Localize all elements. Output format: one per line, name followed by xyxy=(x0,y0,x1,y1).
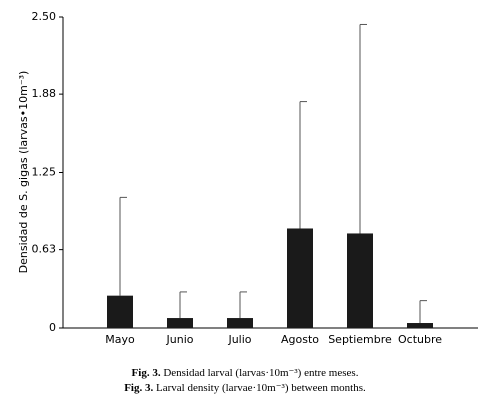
y-tick-label: 0.63 xyxy=(32,243,57,256)
x-tick-label: Mayo xyxy=(105,333,135,346)
x-tick-label: Junio xyxy=(166,333,194,346)
x-tick-label: Julio xyxy=(227,333,251,346)
bar xyxy=(287,228,313,328)
y-tick-label: 2.50 xyxy=(32,10,57,23)
caption-line: Fig. 3. Larval density (larvae·10m⁻³) be… xyxy=(124,382,366,394)
caption-line: Fig. 3. Densidad larval (larvas·10m⁻³) e… xyxy=(132,367,359,379)
bar xyxy=(167,318,193,328)
x-tick-label: Octubre xyxy=(398,333,442,346)
y-axis-label: Densidad de S. gigas (larvas•10m⁻³) xyxy=(17,71,30,274)
y-tick-label: 0 xyxy=(49,321,56,334)
bar xyxy=(407,323,433,328)
caption-label: Fig. 3. xyxy=(124,382,153,394)
x-tick-label: Septiembre xyxy=(328,333,392,346)
caption-text: Larval density (larvae·10m⁻³) between mo… xyxy=(156,382,366,394)
y-tick-label: 1.88 xyxy=(32,87,57,100)
bar xyxy=(227,318,253,328)
x-tick-label: Agosto xyxy=(281,333,319,346)
caption-label: Fig. 3. xyxy=(132,367,161,379)
caption-text: Densidad larval (larvas·10m⁻³) entre mes… xyxy=(163,367,358,379)
y-tick-label: 1.25 xyxy=(32,166,57,179)
bar xyxy=(347,233,373,328)
bar xyxy=(107,295,133,328)
